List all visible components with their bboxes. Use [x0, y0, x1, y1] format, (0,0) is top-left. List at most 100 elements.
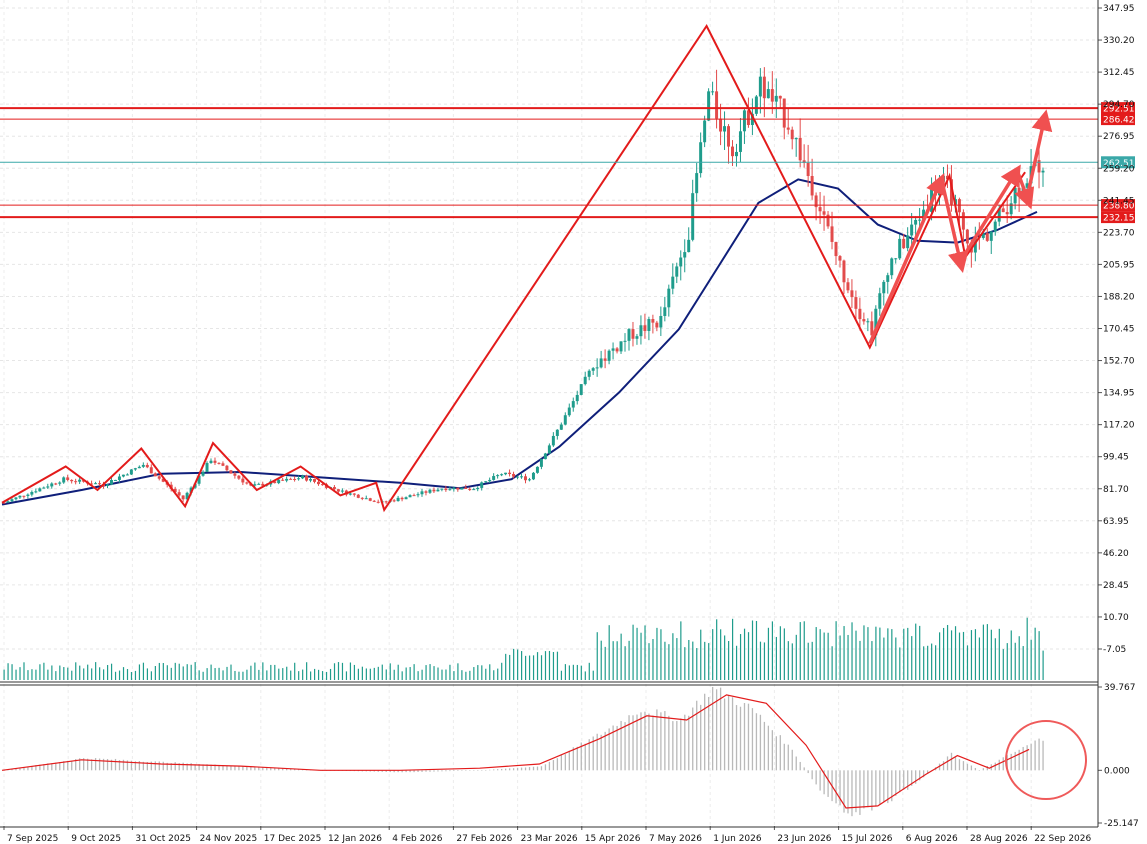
volume-bar — [194, 662, 196, 680]
candle-body — [237, 475, 241, 479]
volume-bar — [310, 671, 312, 680]
histogram-bar — [39, 764, 41, 771]
candle-body — [1041, 170, 1045, 173]
candle-body — [316, 481, 320, 485]
volume-bar — [632, 624, 634, 680]
candle-body — [229, 470, 233, 474]
histogram-bar — [915, 770, 917, 784]
histogram-bar — [751, 708, 754, 771]
candle-body — [297, 478, 301, 480]
histogram-bar — [755, 713, 758, 771]
candle-body — [822, 211, 826, 215]
histogram-bar — [106, 758, 109, 771]
histogram-bar — [962, 761, 965, 771]
candle-body — [679, 257, 683, 267]
volume-bar — [389, 663, 391, 680]
volume-bar — [158, 662, 160, 680]
forecast-arrows — [868, 109, 1053, 345]
volume-bar — [819, 629, 821, 680]
candle-body — [659, 315, 663, 328]
histogram-bar — [668, 715, 670, 771]
volume-bar — [899, 647, 901, 680]
volume-bar — [624, 646, 626, 680]
histogram-bar — [504, 768, 507, 771]
candle-body — [504, 472, 508, 475]
date-tick-label: 7 May 2026 — [649, 834, 702, 844]
histogram-bar — [83, 758, 85, 771]
candle-body — [94, 483, 98, 485]
date-axis: 7 Sep 2025 9 Oct 2025 31 Oct 2025 24 Nov 20… — [3, 826, 1092, 844]
volume-bar — [528, 655, 531, 680]
candle-body — [428, 489, 432, 493]
volume-bar — [493, 670, 495, 680]
volume-bar — [676, 638, 678, 680]
volume-bar — [867, 627, 869, 680]
candle-body — [555, 429, 559, 436]
date-tick-label: 15 Jul 2026 — [842, 834, 893, 844]
histogram-bar — [1002, 757, 1004, 771]
histogram-bar — [719, 687, 722, 771]
candle-body — [54, 483, 58, 485]
volume-bar — [803, 621, 805, 680]
candle-body — [484, 481, 488, 483]
volume-bar — [142, 662, 145, 680]
volume-bar — [839, 635, 841, 680]
histogram-bar — [819, 770, 821, 791]
candle-body — [918, 219, 922, 221]
candle-body — [543, 453, 547, 460]
volume-bar — [684, 647, 686, 680]
volume-bar — [1038, 631, 1040, 680]
histogram-bar — [162, 761, 164, 771]
histogram-bar — [11, 769, 13, 771]
candle-body — [734, 151, 738, 157]
histogram-bar — [883, 770, 885, 803]
volume-bar — [604, 646, 606, 680]
candle-body — [201, 471, 205, 476]
histogram-bar — [35, 765, 37, 771]
candle-body — [639, 325, 643, 337]
moving-average — [1, 178, 1038, 506]
histogram-bar — [911, 770, 913, 786]
candle-body — [914, 219, 918, 225]
candle-body — [878, 293, 882, 309]
volume-bar — [735, 645, 738, 680]
candle-body — [364, 498, 368, 500]
volume-bar — [278, 668, 280, 680]
volume-bar — [811, 641, 813, 680]
volume-bar — [883, 637, 885, 680]
volume-bar — [823, 632, 825, 680]
date-tick-label: 12 Jan 2026 — [328, 834, 382, 844]
histogram-bar — [90, 759, 93, 771]
volume-bar — [19, 667, 21, 680]
volume-bar — [672, 633, 674, 680]
candle-body — [309, 479, 313, 481]
volume-bar — [712, 629, 714, 680]
histogram-bar — [441, 770, 443, 772]
candle-body — [723, 126, 727, 132]
histogram-bar — [624, 722, 626, 771]
histogram-bar — [174, 762, 176, 771]
candle-body — [340, 490, 344, 492]
candle-body — [611, 348, 615, 351]
volume-bar — [688, 639, 690, 680]
histogram-bar — [1018, 749, 1020, 771]
moving-average-line — [1, 178, 1038, 506]
candle-body — [547, 445, 551, 454]
candle-body — [866, 321, 870, 323]
histogram-bar — [278, 768, 280, 771]
volume-bar — [469, 670, 471, 680]
volume-bar — [915, 623, 917, 680]
volume-bar — [939, 632, 941, 680]
candle-body — [424, 491, 428, 493]
volume-bar — [907, 627, 909, 680]
histogram-bar — [86, 758, 89, 771]
level-tag — [1101, 211, 1135, 224]
histogram-bar — [453, 770, 455, 772]
volume-bar — [978, 637, 981, 680]
volume-bar — [791, 643, 793, 680]
level-value: 286.42 — [1103, 116, 1135, 126]
volume-bar — [771, 621, 774, 680]
